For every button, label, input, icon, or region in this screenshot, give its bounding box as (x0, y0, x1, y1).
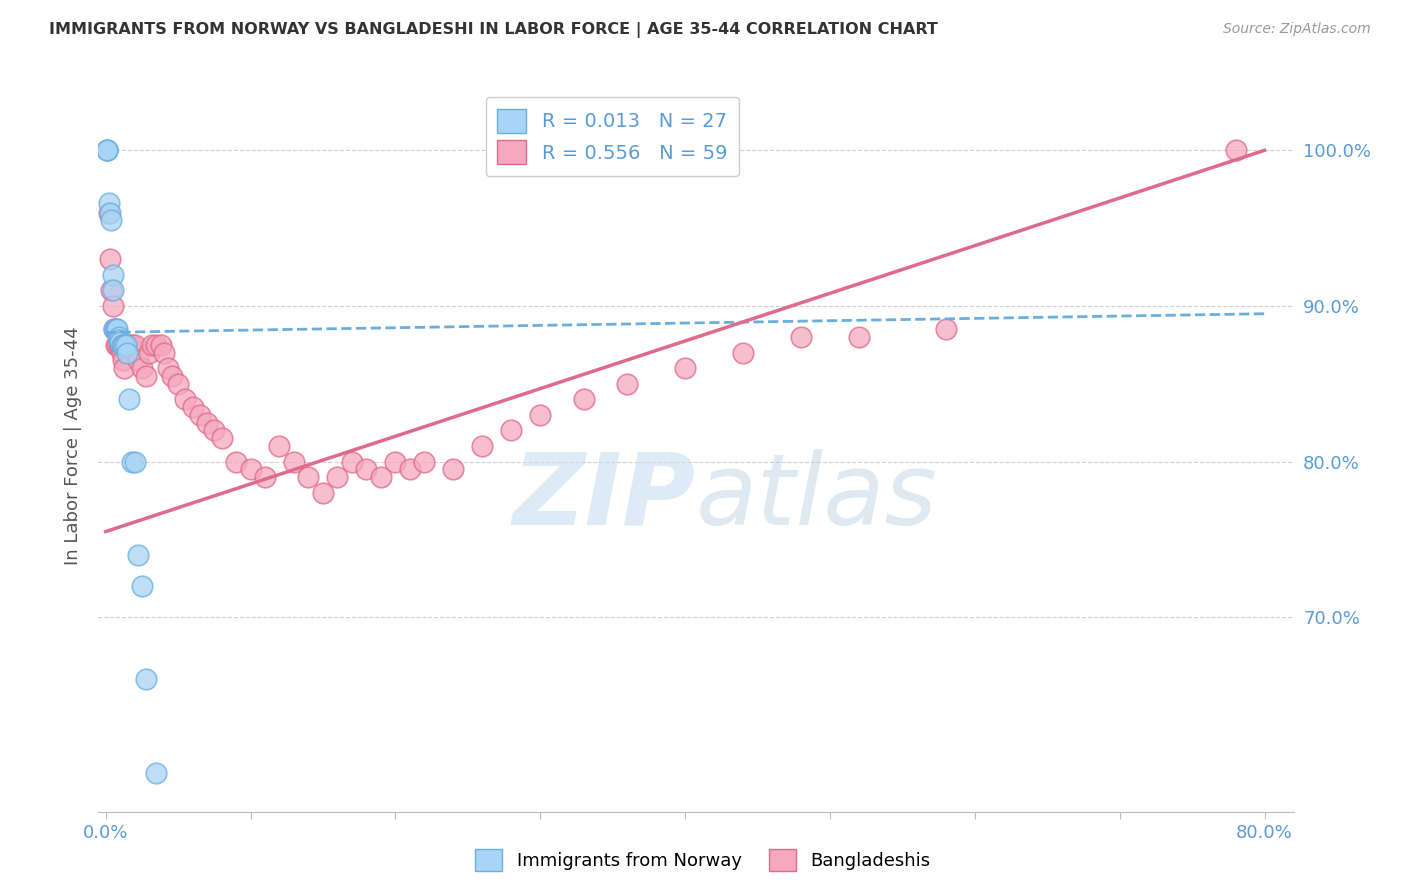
Point (340, 454, 363, 468)
Legend: Immigrants from Norway, Bangladeshis: Immigrants from Norway, Bangladeshis (468, 842, 938, 879)
Point (326, 470, 349, 484)
Point (384, 454, 406, 468)
Point (121, 338, 143, 352)
Point (471, 439, 494, 453)
Point (174, 392, 197, 407)
Point (96, 144, 118, 158)
Point (162, 368, 184, 383)
Legend: R = 0.013   N = 27, R = 0.556   N = 59: R = 0.013 N = 27, R = 0.556 N = 59 (485, 97, 740, 176)
Point (616, 376, 638, 391)
Point (97, 196, 120, 211)
Point (118, 392, 141, 407)
Point (110, 345, 132, 359)
Point (253, 470, 276, 484)
Text: IMMIGRANTS FROM NORWAY VS BANGLADESHI IN LABOR FORCE | AGE 35-44 CORRELATION CHA: IMMIGRANTS FROM NORWAY VS BANGLADESHI IN… (49, 22, 938, 38)
Point (141, 338, 163, 352)
Point (149, 338, 172, 352)
Point (283, 454, 305, 468)
Point (131, 361, 153, 376)
Point (108, 338, 131, 352)
Point (297, 470, 319, 484)
Point (138, 345, 160, 359)
Point (239, 462, 262, 476)
Point (103, 322, 125, 336)
Point (935, 322, 957, 336)
Point (156, 361, 179, 376)
Point (115, 338, 138, 352)
Point (211, 431, 233, 445)
Point (195, 416, 218, 430)
Point (188, 408, 211, 422)
Point (731, 345, 754, 359)
Text: ZIP: ZIP (513, 449, 696, 546)
Point (107, 333, 129, 347)
Point (269, 439, 291, 453)
Point (96, 144, 118, 158)
Point (101, 268, 124, 282)
Point (152, 345, 174, 359)
Point (135, 673, 157, 687)
Point (112, 353, 135, 368)
Point (124, 338, 146, 352)
Point (101, 284, 124, 298)
Point (572, 392, 595, 407)
Point (121, 454, 143, 468)
Point (117, 338, 139, 352)
Text: atlas: atlas (696, 449, 938, 546)
Point (105, 322, 128, 336)
Point (181, 400, 204, 414)
Point (104, 322, 127, 336)
Point (790, 330, 813, 344)
Point (112, 338, 135, 352)
Point (399, 462, 422, 476)
Point (103, 322, 125, 336)
Point (104, 338, 127, 352)
Point (413, 454, 436, 468)
Text: Source: ZipAtlas.com: Source: ZipAtlas.com (1223, 22, 1371, 37)
Point (131, 579, 153, 593)
Point (529, 408, 551, 422)
Point (848, 330, 870, 344)
Point (127, 548, 149, 562)
Point (114, 338, 136, 352)
Point (145, 765, 167, 780)
Point (1225, 144, 1247, 158)
Point (96, 144, 118, 158)
Y-axis label: In Labor Force | Age 35-44: In Labor Force | Age 35-44 (63, 326, 82, 566)
Point (117, 345, 139, 359)
Point (127, 353, 149, 368)
Point (124, 454, 146, 468)
Point (202, 424, 225, 438)
Point (101, 299, 124, 313)
Point (98, 205, 121, 219)
Point (114, 361, 136, 376)
Point (356, 462, 378, 476)
Point (108, 334, 131, 349)
Point (673, 361, 696, 376)
Point (312, 485, 335, 500)
Point (98, 252, 121, 267)
Point (135, 368, 157, 383)
Point (225, 454, 247, 468)
Point (370, 470, 392, 484)
Point (167, 376, 190, 391)
Point (145, 338, 167, 352)
Point (104, 322, 127, 336)
Point (118, 338, 141, 352)
Point (105, 338, 128, 352)
Point (107, 338, 129, 352)
Point (100, 213, 122, 227)
Point (441, 462, 464, 476)
Point (100, 284, 122, 298)
Point (110, 338, 132, 352)
Point (97, 205, 120, 219)
Point (501, 424, 523, 438)
Point (107, 330, 129, 344)
